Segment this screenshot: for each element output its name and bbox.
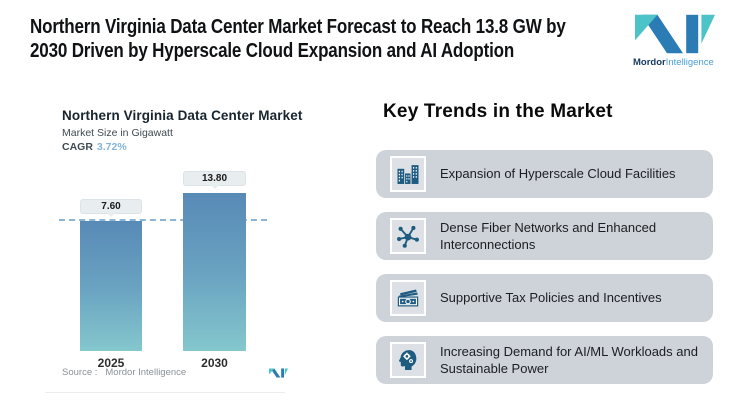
bar-column-2025: 7.60 2025: [80, 160, 142, 370]
ai-head-icon: [390, 342, 426, 378]
source-label: Source :: [62, 367, 98, 378]
trend-card-hyperscale: Expansion of Hyperscale Cloud Facilities: [376, 150, 713, 198]
bar-column-2030: 13.80 2030: [183, 160, 246, 370]
page-title: Northern Virginia Data Center Market For…: [30, 16, 566, 62]
bar-2025: [80, 221, 142, 351]
cagr-value: 3.72%: [96, 141, 127, 153]
reference-dashed-line: [59, 219, 267, 221]
trend-label: Supportive Tax Policies and Incentives: [440, 290, 662, 306]
trend-card-tax: Supportive Tax Policies and Incentives: [376, 274, 713, 322]
source-value: Mordor Intelligence: [105, 367, 187, 378]
trend-label: Expansion of Hyperscale Cloud Facilities: [440, 166, 676, 182]
trend-list: Expansion of Hyperscale Cloud Facilities: [376, 150, 713, 384]
x-axis-label: 2025: [97, 356, 125, 370]
chart-card: Northern Virginia Data Center Market Mar…: [40, 95, 370, 395]
chart-title: Northern Virginia Data Center Market: [62, 108, 303, 123]
trends-heading: Key Trends in the Market: [383, 101, 613, 122]
buildings-icon: [390, 156, 426, 192]
chart-subtitle: Market Size in Gigawatt: [62, 127, 173, 139]
bar-2030: [183, 193, 246, 351]
trend-label: Increasing Demand for AI/ML Workloads an…: [440, 343, 698, 376]
cagr-label: CAGR: [62, 141, 93, 153]
brand-name: MordorIntelligence: [633, 57, 714, 68]
source-logo-icon: [269, 367, 288, 378]
x-axis-label: 2030: [201, 356, 228, 370]
mordor-logo-icon: [635, 14, 715, 54]
trend-label: Dense Fiber Networks and Enhanced Interc…: [440, 219, 657, 252]
mordor-logo: MordorIntelligence: [633, 12, 717, 68]
trend-card-ai: Increasing Demand for AI/ML Workloads an…: [376, 336, 713, 384]
value-label-pill: 7.60: [80, 199, 142, 217]
source-row: Source : Mordor Intelligence: [62, 367, 288, 378]
plot-area: 7.60 2025 13.80 2030: [40, 160, 370, 370]
network-hub-icon: [390, 218, 426, 254]
value-label-pill: 13.80: [183, 171, 246, 189]
divider: [45, 392, 285, 393]
cagr-row: CAGR 3.72%: [62, 141, 127, 153]
banknote-icon: [390, 280, 426, 316]
trend-card-fiber: Dense Fiber Networks and Enhanced Interc…: [376, 212, 713, 260]
